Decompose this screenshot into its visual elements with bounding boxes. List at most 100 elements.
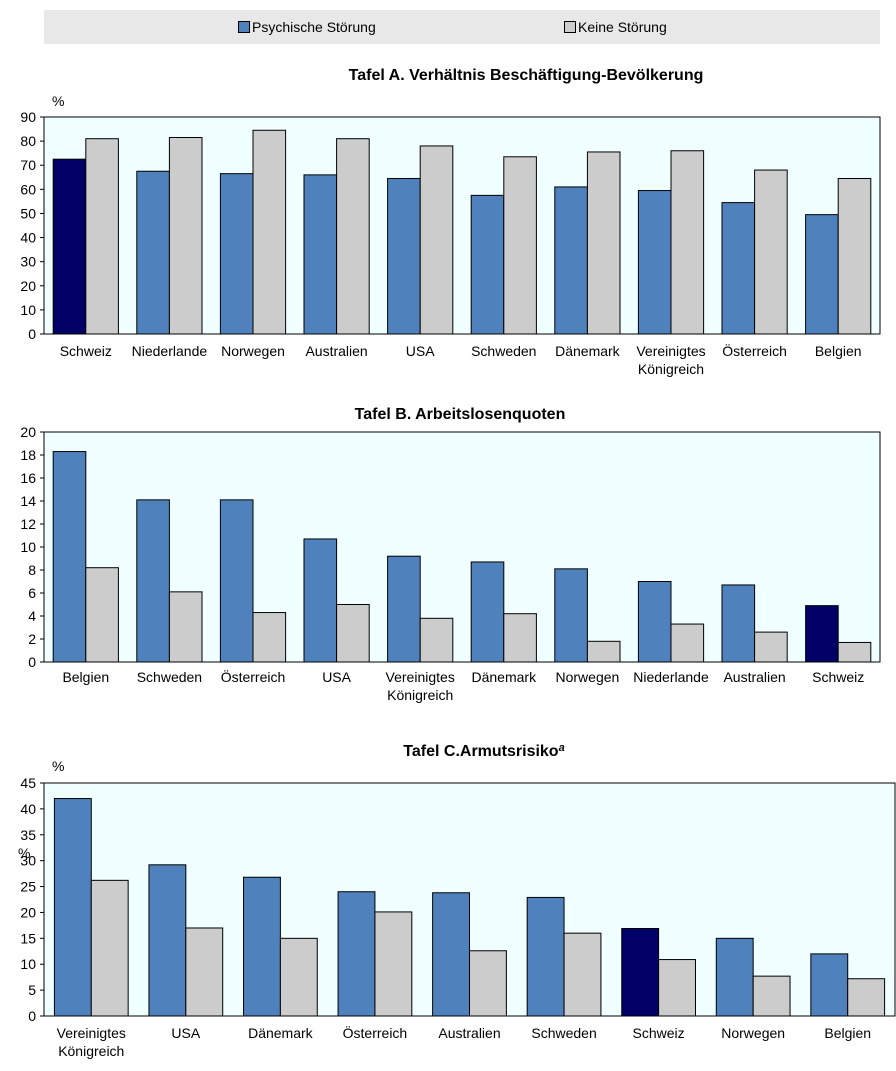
panel-a-bar-none (670, 150, 705, 335)
panel-a-category-label: Schweiz (60, 343, 112, 359)
panel-a-ytick-label: 60 (20, 181, 36, 197)
panel-a-bar-psychic (805, 214, 839, 335)
panel-a-category-label: Schweden (471, 343, 536, 359)
panel-b-bar-psychic (387, 555, 421, 663)
panel-a-bar-psychic (303, 174, 338, 335)
panel-a-bar-psychic (470, 194, 505, 335)
panel-c-bar-psychic (337, 891, 376, 1017)
panel-b-ytick-label: 2 (28, 631, 36, 647)
panel-c-bar-psychic (243, 876, 281, 1017)
panel-c-ytick-label: 35 (20, 827, 36, 843)
legend-label-psychic: Psychische Störung (252, 19, 376, 35)
panel-b-bar-psychic (303, 538, 338, 663)
panel-c-category-label: Österreich (343, 1024, 408, 1041)
panel-b-bar-none (586, 640, 621, 663)
panel-b-bar-psychic (637, 581, 672, 663)
panel-a-bar-psychic (136, 170, 170, 335)
panel-b-category-label: Vereinigtes (386, 669, 455, 685)
panel-b-bar-psychic (219, 499, 254, 663)
panel-b-category-label: Schweiz (812, 669, 864, 685)
panel-b-category-label: Norwegen (555, 669, 619, 685)
panel-b-ytick-label: 8 (28, 562, 36, 578)
panel-c-ytick-label: 15 (20, 930, 36, 946)
panel-a-bar-none (837, 177, 872, 335)
panel-b-ytick-label: 14 (20, 493, 36, 509)
panel-c-category-label: Belgien (824, 1025, 871, 1041)
panel-a-bar-none (586, 151, 621, 335)
panel-b-category-label: Dänemark (472, 669, 538, 685)
panel-c-category-label: Dänemark (248, 1025, 314, 1041)
panel-a-ytick-label: 10 (20, 302, 36, 318)
panel-a-category-label: USA (406, 343, 435, 359)
panel-a-bar-psychic (52, 158, 87, 335)
panel-a-bar-none (336, 138, 370, 335)
panel-a-bar-psychic (637, 190, 672, 335)
panel-c-ytick-label: 40 (20, 801, 36, 817)
panel-a-ytick-label: 50 (20, 205, 36, 221)
panel-c-bar-none (658, 959, 696, 1017)
panel-a-bar-none (503, 156, 537, 335)
legend-swatch-none (564, 21, 576, 33)
panel-a-ytick-label: 80 (20, 133, 36, 149)
panel-c-ytick-label: 10 (20, 956, 36, 972)
panel-b-bar-none (419, 617, 454, 663)
panel-b-bar-none (503, 613, 537, 663)
panel-a-category-label: Dänemark (555, 343, 621, 359)
panel-b-frame (43, 431, 881, 663)
panel-b-category-label: Niederlande (633, 669, 709, 685)
panel-a-ytick-label: 40 (20, 230, 36, 246)
panel-b-ytick-label: 20 (20, 424, 36, 440)
panel-b-ytick-label: 0 (28, 654, 36, 670)
panel-a-bar-psychic (387, 177, 421, 335)
panel-b-bar-none (754, 631, 788, 663)
panel-c-category-label: Vereinigtes (57, 1025, 126, 1041)
panel-a-ytick-label: 30 (20, 254, 36, 270)
panel-c-ytick-label: 20 (20, 904, 36, 920)
panel-b-ytick-label: 4 (28, 608, 36, 624)
panel-a-bar-psychic (219, 173, 254, 335)
panel-c-title: Tafel C.Armutsrisikoa (403, 742, 564, 760)
legend-label-none: Keine Störung (578, 19, 667, 35)
panel-c-frame (43, 782, 896, 1017)
panel-a-bar-psychic (554, 186, 588, 335)
panel-b-category-label: Australien (723, 669, 785, 685)
panel-c-category-label: Norwegen (721, 1025, 785, 1041)
panel-a-category-label: Vereinigtes (636, 343, 705, 359)
panel-a-frame (43, 116, 881, 335)
panel-b-category-label: Österreich (221, 668, 286, 685)
panel-c-ytick-label: 5 (28, 982, 36, 998)
panel-a-ytick-label: 90 (20, 109, 36, 125)
panel-c-ylabel: % (52, 758, 64, 774)
panel-b-bar-none (670, 623, 705, 663)
panel-c-category-label: Königreich (58, 1043, 124, 1059)
panel-c-bar-none (752, 975, 791, 1017)
panel-c-bar-psychic (432, 892, 470, 1017)
panel-a-category-label: Norwegen (221, 343, 285, 359)
panel-c-ytick-label: 30 (20, 853, 36, 869)
panel-c-bar-none (469, 950, 507, 1017)
panel-b-category-label: Belgien (62, 669, 109, 685)
panel-c-ytick-label: 0 (28, 1008, 36, 1024)
panel-a-category-label: Australien (305, 343, 367, 359)
legend-item-none: Keine Störung (564, 19, 667, 35)
panel-b-bar-psychic (136, 499, 170, 663)
panel-a-ytick-label: 0 (28, 326, 36, 342)
panel-c-category-label: Australien (438, 1025, 500, 1041)
panel-a-bar-none (419, 145, 454, 335)
panel-b-bar-none (837, 641, 872, 663)
panel-c-bar-none (90, 879, 129, 1017)
legend-swatch-psychic (238, 21, 250, 33)
panel-a-bar-none (168, 136, 203, 335)
panel-a-ylabel: % (52, 93, 64, 109)
panel-b-ytick-label: 16 (20, 470, 36, 486)
panel-b-ytick-label: 18 (20, 447, 36, 463)
panel-c-ytick-label: 25 (20, 879, 36, 895)
panel-a-bar-none (252, 129, 287, 335)
panel-c-category-label: USA (171, 1025, 200, 1041)
panel-b-bar-none (252, 612, 287, 663)
panel-b-ytick-label: 10 (20, 539, 36, 555)
panel-c-bar-none (279, 937, 318, 1017)
panel-a-bar-none (754, 169, 788, 335)
panel-c-ylabel-secondary: % (18, 845, 30, 861)
